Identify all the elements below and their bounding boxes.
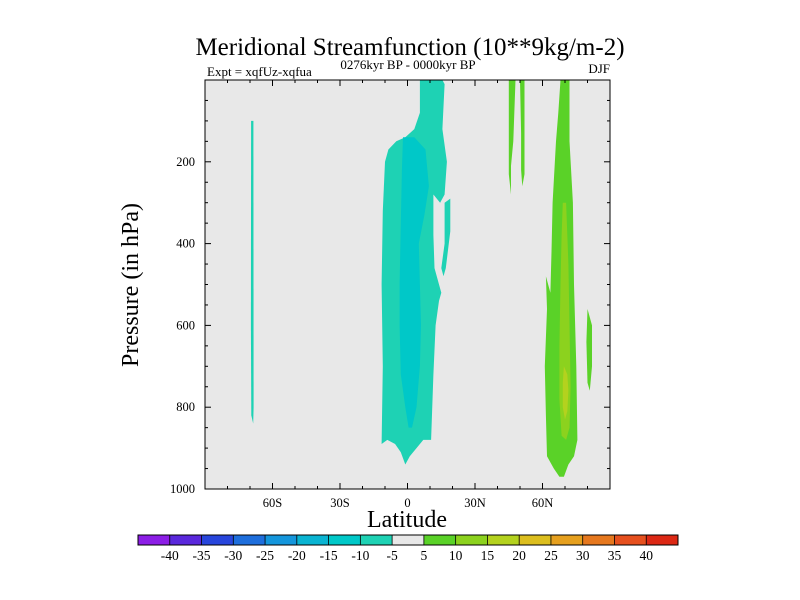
contour-region-nh-positive-outer-patch	[586, 309, 592, 391]
colorbar-swatch	[169, 535, 202, 545]
colorbar-label: 40	[639, 548, 653, 563]
contour-region-tropical-core	[399, 137, 429, 428]
time-period-label: 0276kyr BP - 0000kyr BP	[340, 57, 475, 72]
colorbar: -40 -35 -30 -25 -20 -15 -10 -5 5 10 15 20 25 30 35 40	[137, 534, 679, 563]
contour-region-nh-subtropical-negative-patch	[441, 198, 451, 277]
colorbar-label: -5	[386, 548, 397, 563]
colorbar-label: -30	[224, 548, 242, 563]
colorbar-swatch	[487, 535, 520, 545]
y-tick-label: 400	[176, 237, 195, 251]
colorbar-swatch	[582, 535, 615, 545]
colorbar-swatch	[455, 535, 488, 545]
colorbar-label: -15	[320, 548, 338, 563]
contour-region-nh-positive-inner-cell	[559, 202, 571, 440]
colorbar-swatch	[614, 535, 647, 545]
colorbar-label: -25	[256, 548, 274, 563]
colorbar-label: 20	[512, 548, 526, 563]
colorbar-label: -10	[351, 548, 369, 563]
colorbar-swatch	[265, 535, 298, 545]
colorbar-swatch	[423, 535, 456, 545]
contour-region-nh-positive-column-a	[508, 80, 516, 195]
x-tick-label: 30N	[464, 496, 486, 510]
colorbar-label: 10	[449, 548, 463, 563]
colorbar-swatch	[201, 535, 234, 545]
colorbar-swatch	[519, 535, 552, 545]
contour-fill-layer	[250, 80, 592, 477]
colorbar-swatch	[392, 535, 425, 545]
x-tick-label: 0	[404, 496, 410, 510]
y-tick-label: 800	[176, 400, 195, 414]
y-axis: 200 400 600 800 1000	[170, 79, 610, 496]
colorbar-label: 5	[421, 548, 428, 563]
x-axis-label: Latitude	[367, 507, 447, 533]
experiment-label: Expt = xqfUz-xqfua	[207, 64, 312, 79]
colorbar-frame	[137, 534, 679, 546]
colorbar-swatch	[296, 535, 329, 545]
colorbar-label: -40	[161, 548, 179, 563]
y-tick-label: 1000	[170, 482, 195, 496]
x-axis: 60S 30S 0 30N 60N	[204, 80, 611, 510]
colorbar-label: 25	[544, 548, 558, 563]
x-tick-label: 60N	[532, 496, 554, 510]
colorbar-swatch	[550, 535, 583, 545]
contour-region-sh-thin-band	[250, 120, 254, 424]
y-axis-label: Pressure (in hPa)	[118, 203, 144, 367]
y-tick-label: 600	[176, 318, 195, 332]
contour-region-nh-positive-column-b	[520, 80, 525, 187]
colorbar-label: -35	[193, 548, 211, 563]
colorbar-swatch	[360, 535, 393, 545]
colorbar-swatch	[138, 535, 171, 545]
colorbar-swatch	[328, 535, 361, 545]
colorbar-swatch	[233, 535, 266, 545]
season-label: DJF	[588, 61, 610, 76]
colorbar-label: 15	[481, 548, 495, 563]
colorbar-label: -20	[288, 548, 306, 563]
x-tick-label: 60S	[263, 496, 283, 510]
colorbar-swatch	[646, 535, 679, 545]
colorbar-label: 30	[576, 548, 590, 563]
y-tick-label: 200	[176, 155, 195, 169]
contour-region-nh-positive-core	[562, 366, 569, 420]
chart-title: Meridional Streamfunction (10**9kg/m-2)	[195, 34, 624, 61]
x-tick-label: 30S	[330, 496, 350, 510]
colorbar-label: 35	[608, 548, 622, 563]
